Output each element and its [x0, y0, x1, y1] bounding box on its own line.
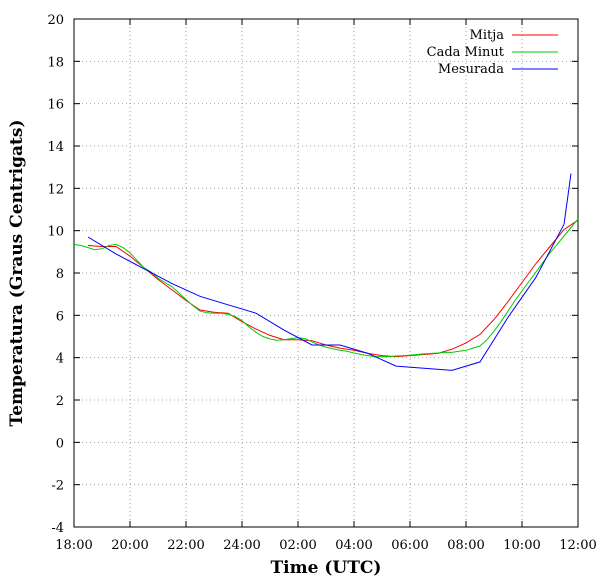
x-axis-title: Time (UTC) [271, 558, 382, 576]
series-line-cada-minut [73, 218, 579, 358]
y-tick-label: 14 [47, 140, 64, 155]
legend: Mitja Cada Minut Mesurada [427, 28, 558, 77]
y-tick-label: 20 [47, 13, 64, 28]
legend-label: Cada Minut [427, 45, 505, 60]
y-tick-label: 6 [56, 309, 64, 324]
y-tick-label: 0 [56, 436, 64, 451]
series-line-extension [563, 173, 572, 225]
x-tick-label: 04:00 [335, 538, 372, 553]
y-tick-label: 4 [56, 352, 64, 367]
series-line-mesurada [87, 224, 565, 371]
x-tick-label: 10:00 [503, 538, 540, 553]
x-tick-label: 08:00 [447, 538, 484, 553]
x-tick-label: 18:00 [55, 538, 92, 553]
x-tick-label: 20:00 [111, 538, 148, 553]
x-tick-label: 22:00 [167, 538, 204, 553]
series-lines [73, 173, 579, 371]
y-tick-label: 2 [56, 394, 64, 409]
y-tick-label: -4 [51, 521, 64, 536]
y-tick-label: 12 [47, 182, 64, 197]
grid [74, 19, 578, 527]
legend-label: Mitja [470, 28, 505, 43]
legend-label: Mesurada [438, 62, 504, 77]
x-tick-label: 24:00 [223, 538, 260, 553]
y-tick-label: 18 [47, 55, 64, 70]
x-tick-label: 12:00 [559, 538, 596, 553]
y-tick-label: -2 [51, 479, 64, 494]
y-tick-label: 16 [47, 98, 64, 113]
x-tick-label: 06:00 [391, 538, 428, 553]
axis-ticks: 18:00 20:00 22:00 24:00 02:00 04:00 06:00 08:00… [47, 13, 596, 553]
y-tick-label: 8 [56, 267, 64, 282]
y-tick-label: 10 [47, 225, 64, 240]
series-line-mitja [87, 219, 579, 358]
x-tick-label: 02:00 [279, 538, 316, 553]
y-axis-title: Temperatura (Graus Centrigats) [7, 119, 27, 426]
